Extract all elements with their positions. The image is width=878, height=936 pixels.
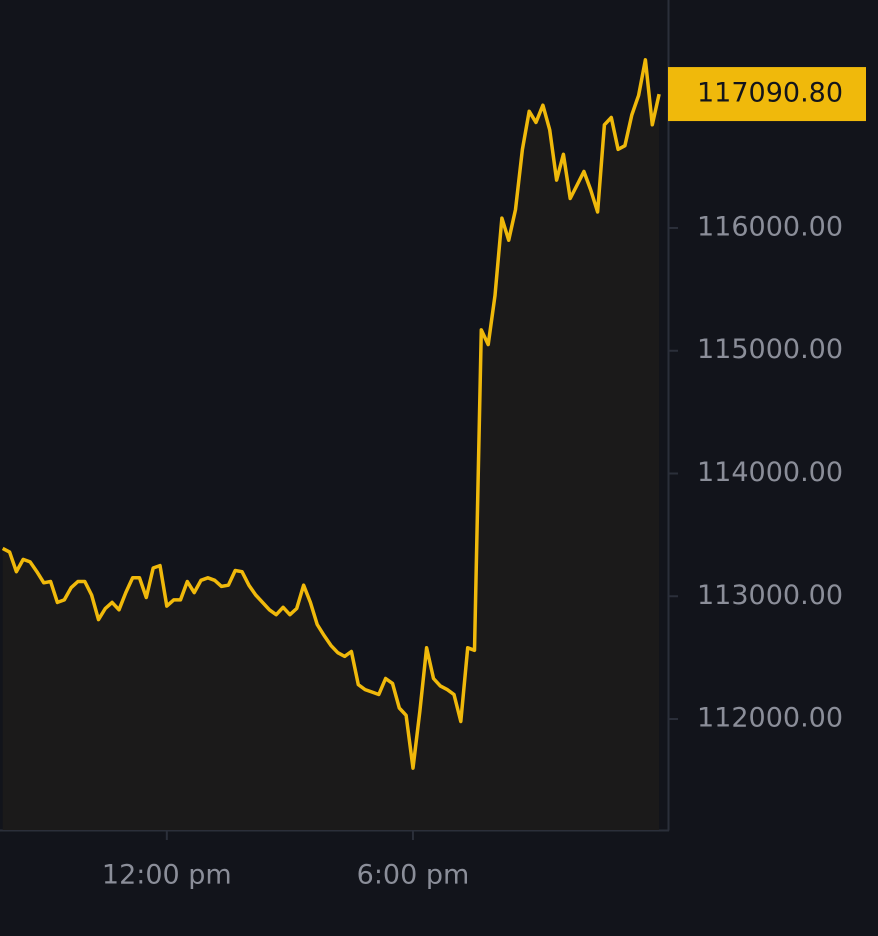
x-tick-label: 12:00 pm: [102, 860, 232, 891]
y-tick-label: 113000.00: [697, 580, 843, 611]
y-tick-label: 116000.00: [697, 211, 843, 242]
price-line: [1, 58, 661, 770]
y-tick-label: 115000.00: [697, 334, 843, 365]
y-tick-label: 112000.00: [697, 703, 843, 734]
price-tag-label: 117090.80: [697, 78, 843, 109]
area: [2, 59, 660, 831]
price-tag: [668, 67, 866, 122]
y-tick-label: 114000.00: [697, 457, 843, 488]
x-tick-label: 6:00 pm: [357, 860, 470, 891]
